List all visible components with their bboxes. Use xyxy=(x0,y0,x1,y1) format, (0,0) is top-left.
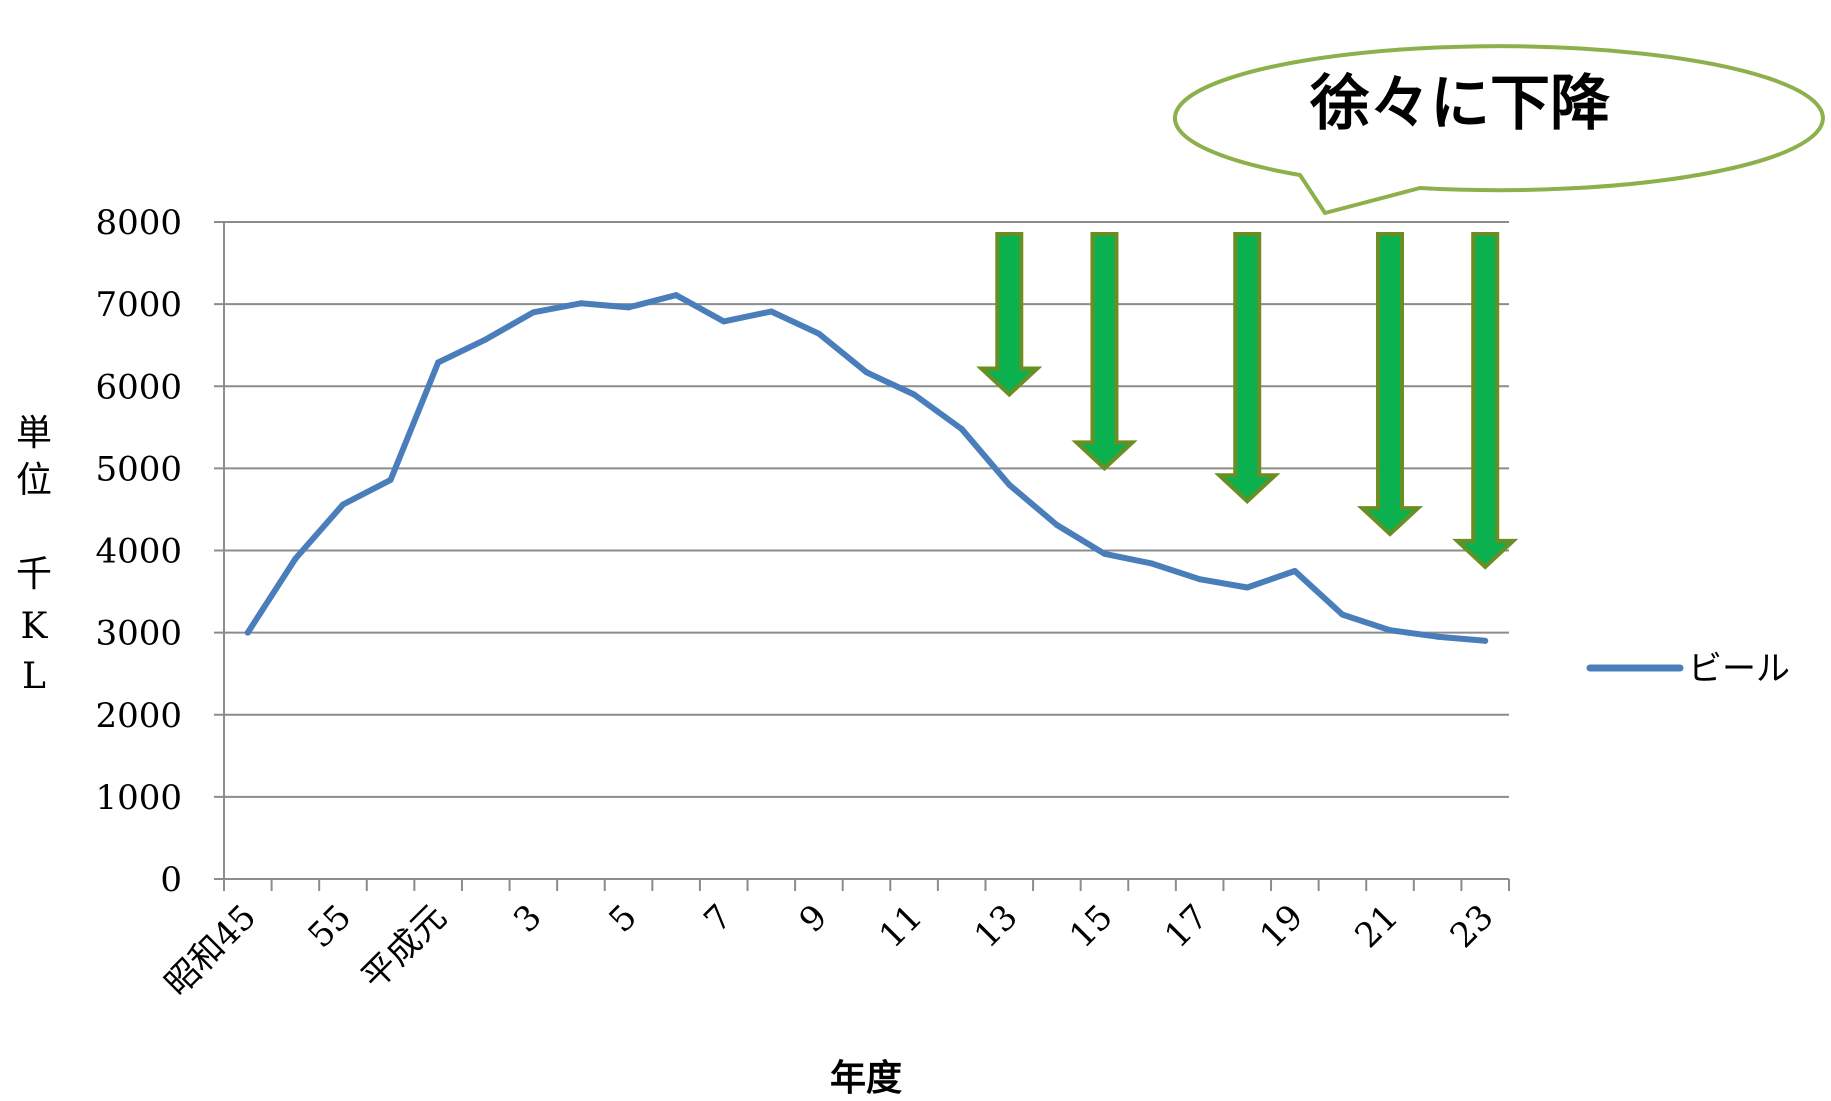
data-point xyxy=(1053,522,1060,529)
x-tick-label: 昭和45 xyxy=(157,897,264,1004)
x-tick-label: 15 xyxy=(1062,897,1121,956)
decline-arrows xyxy=(976,232,1519,570)
down-arrow xyxy=(1356,232,1424,537)
gridlines xyxy=(224,221,1509,798)
data-point xyxy=(339,501,346,508)
y-tick-label: 3000 xyxy=(95,614,182,654)
data-point xyxy=(1244,584,1251,591)
data-point xyxy=(482,336,489,343)
down-arrow xyxy=(1071,232,1138,472)
x-tick-label: 21 xyxy=(1348,897,1407,956)
y-axis-title-char: K xyxy=(21,606,49,647)
data-point xyxy=(1434,633,1441,640)
down-arrow xyxy=(1214,232,1281,504)
y-axis-title: 単 位 千 K L xyxy=(16,413,52,697)
data-point xyxy=(577,300,584,307)
y-axis-title-char: L xyxy=(22,656,46,697)
y-axis-title-char: 位 xyxy=(16,460,52,501)
down-arrow xyxy=(976,232,1043,398)
x-tick-label: 11 xyxy=(872,897,931,956)
data-point xyxy=(1101,550,1108,557)
callout-bubble: 徐々に下降 xyxy=(1172,44,1825,216)
data-point xyxy=(958,425,965,432)
y-tick-label: 8000 xyxy=(95,203,182,243)
data-point xyxy=(1339,611,1346,618)
callout-text: 徐々に下降 xyxy=(1309,69,1611,139)
data-point xyxy=(863,369,870,376)
x-tick-label: 3 xyxy=(506,897,550,941)
data-point xyxy=(673,292,680,299)
data-point xyxy=(1196,576,1203,583)
data-point xyxy=(911,391,918,398)
y-tick-label: 7000 xyxy=(95,285,182,325)
data-point xyxy=(1482,637,1489,644)
data-point xyxy=(530,309,537,316)
y-tick-label: 0 xyxy=(160,860,182,900)
y-axis-title-char: 千 xyxy=(16,554,52,595)
x-tick-label: 7 xyxy=(696,897,740,941)
data-point xyxy=(435,359,442,366)
y-axis-title-char: 単 xyxy=(16,413,52,454)
x-tick-label: 23 xyxy=(1443,897,1502,956)
legend: ビール xyxy=(1586,649,1790,689)
data-point xyxy=(625,304,632,311)
x-tick-label: 17 xyxy=(1157,897,1216,956)
y-tick-label: 6000 xyxy=(95,367,182,407)
y-tick-label: 1000 xyxy=(95,778,182,818)
x-tick-label: 55 xyxy=(300,897,359,956)
x-tick-label: 平成元 xyxy=(354,897,454,997)
x-tick-label: 19 xyxy=(1252,897,1311,956)
data-point xyxy=(768,308,775,315)
data-point xyxy=(1006,481,1013,488)
x-tick-label: 5 xyxy=(601,897,645,941)
y-tick-label: 2000 xyxy=(95,696,182,736)
data-point xyxy=(1149,560,1156,567)
legend-label: ビール xyxy=(1688,649,1790,689)
data-point xyxy=(815,330,822,337)
down-arrow xyxy=(1452,232,1519,570)
x-tick-label: 13 xyxy=(967,897,1026,956)
data-point xyxy=(1291,568,1298,575)
series-lines xyxy=(244,292,1489,644)
data-point xyxy=(1387,627,1394,634)
data-point xyxy=(720,318,727,325)
data-point xyxy=(244,629,251,636)
y-tick-label: 4000 xyxy=(95,532,182,572)
speech-bubble-shape xyxy=(1172,44,1825,216)
y-tick-label: 5000 xyxy=(95,449,182,489)
data-point xyxy=(387,476,394,483)
y-tick-labels: 0 1000 2000 3000 4000 5000 6000 7000 8000 xyxy=(95,203,182,900)
data-point xyxy=(292,555,299,562)
x-axis-title: 年度 xyxy=(830,1058,902,1099)
axes xyxy=(214,221,1510,891)
x-tick-label: 9 xyxy=(792,897,836,941)
